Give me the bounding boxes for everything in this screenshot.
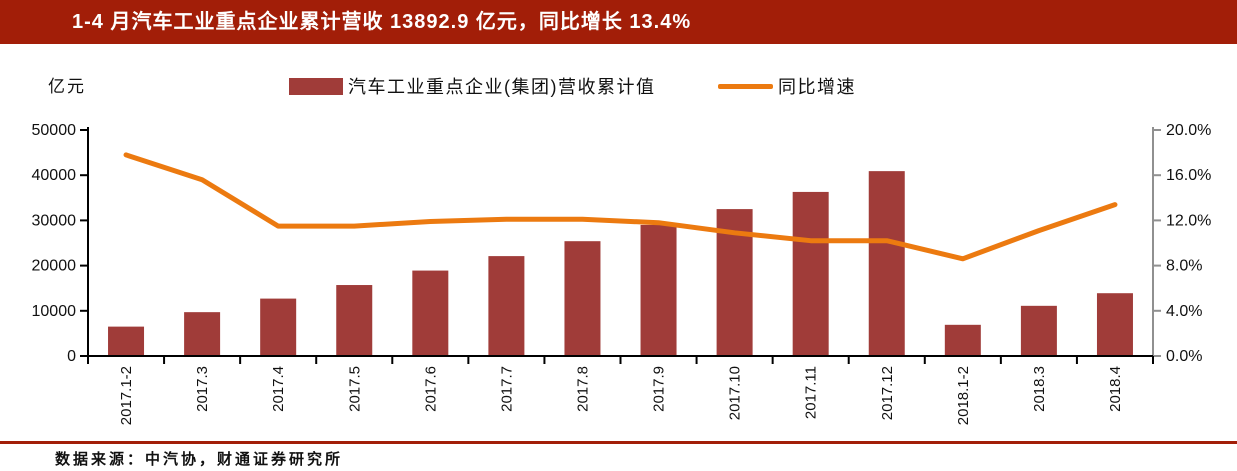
x-axis-label: 2017.3 bbox=[194, 366, 211, 412]
left-axis-tick-label: 20000 bbox=[32, 258, 77, 275]
revenue-bar bbox=[640, 224, 677, 356]
revenue-bar bbox=[1096, 293, 1133, 356]
x-axis-label: 2017.1-2 bbox=[118, 366, 135, 425]
right-axis-tick-label: 12.0% bbox=[1166, 212, 1211, 229]
x-axis-label: 2017.7 bbox=[498, 366, 515, 412]
revenue-bar bbox=[260, 298, 297, 356]
left-axis-tick-label: 30000 bbox=[32, 212, 77, 229]
right-axis-tick-label: 8.0% bbox=[1166, 258, 1202, 275]
revenue-bar bbox=[184, 312, 221, 356]
legend-line-swatch-icon bbox=[718, 83, 773, 89]
legend-line-label: 同比增速 bbox=[778, 77, 856, 97]
revenue-bar bbox=[564, 241, 601, 356]
legend-bar-label: 汽车工业重点企业(集团)营收累计值 bbox=[348, 77, 656, 97]
left-axis-tick-label: 50000 bbox=[32, 122, 77, 139]
revenue-bar bbox=[488, 256, 525, 356]
growth-line bbox=[123, 152, 1118, 262]
x-axis-label: 2017.12 bbox=[879, 366, 896, 420]
chart-title-banner: 1-4 月汽车工业重点企业累计营收 13892.9 亿元，同比增长 13.4% bbox=[0, 0, 1237, 44]
left-axis-unit-label: 亿元 bbox=[48, 77, 86, 96]
revenue-bar bbox=[336, 285, 373, 356]
left-axis-tick-label: 0 bbox=[67, 348, 76, 365]
right-axis-tick-label: 4.0% bbox=[1166, 303, 1202, 320]
x-axis-label: 2017.11 bbox=[803, 366, 820, 419]
revenue-bar bbox=[868, 171, 905, 356]
revenue-bar bbox=[792, 191, 829, 356]
legend-item-growth: 同比增速 bbox=[718, 70, 856, 102]
x-axis-label: 2018.4 bbox=[1107, 366, 1124, 412]
left-axis-tick-label: 40000 bbox=[32, 167, 77, 184]
x-axis-label: 2017.6 bbox=[422, 366, 439, 412]
right-axis-tick-label: 20.0% bbox=[1166, 122, 1211, 139]
x-axis-label: 2017.4 bbox=[270, 366, 287, 412]
footer-divider bbox=[0, 441, 1237, 444]
right-axis-tick-label: 0.0% bbox=[1166, 348, 1202, 365]
x-axis-label: 2018.3 bbox=[1031, 366, 1048, 412]
x-axis-label: 2017.10 bbox=[727, 366, 744, 420]
left-axis-tick-label: 10000 bbox=[32, 303, 77, 320]
x-axis-label: 2017.9 bbox=[651, 366, 668, 412]
legend-bar-swatch-icon bbox=[289, 77, 343, 95]
x-axis-label: 2017.8 bbox=[574, 366, 591, 412]
chart-title: 1-4 月汽车工业重点企业累计营收 13892.9 亿元，同比增长 13.4% bbox=[72, 11, 692, 33]
right-axis-tick-label: 16.0% bbox=[1166, 167, 1211, 184]
data-source-note: 数据来源：中汽协，财通证券研究所 bbox=[55, 451, 344, 468]
legend-item-revenue: 汽车工业重点企业(集团)营收累计值 bbox=[289, 70, 656, 102]
revenue-bar bbox=[108, 326, 145, 356]
x-axis-label: 2018.1-2 bbox=[955, 366, 972, 425]
x-axis-label: 2017.5 bbox=[346, 366, 363, 412]
revenue-bar bbox=[412, 270, 449, 356]
revenue-bar bbox=[944, 324, 981, 356]
revenue-bar bbox=[1020, 305, 1057, 356]
